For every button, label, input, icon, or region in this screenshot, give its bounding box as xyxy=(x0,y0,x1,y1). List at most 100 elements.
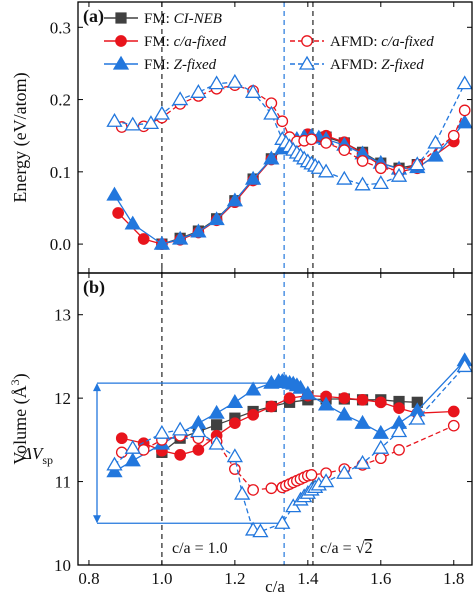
point-3-23 xyxy=(456,114,473,129)
point-4-22 xyxy=(458,104,471,117)
point-5-19 xyxy=(317,473,335,488)
y-tick-label: 0.0 xyxy=(50,235,71,254)
y-axis-label-text: Volume (Å xyxy=(10,385,31,464)
point-4-22 xyxy=(374,452,387,465)
point-2-1 xyxy=(115,432,128,445)
series-line-4 xyxy=(121,84,466,172)
point-2-2 xyxy=(137,233,150,245)
point-3-6 xyxy=(208,211,225,226)
point-2-9 xyxy=(265,400,278,413)
point-5-20 xyxy=(336,464,353,479)
point-5-28 xyxy=(427,134,444,149)
dv-label: ΔVsp xyxy=(21,444,53,467)
y-axis-label: Energy (eV/atom) xyxy=(10,72,31,202)
panel-label: (a) xyxy=(83,6,104,27)
point-4-23 xyxy=(393,444,405,456)
x-tick-label: 1.2 xyxy=(224,569,245,588)
point-5-25 xyxy=(372,175,389,190)
y-tick-label: 12 xyxy=(54,389,71,408)
legend-label-2: FM: c/a-fixed xyxy=(144,34,227,50)
point-5-25 xyxy=(456,358,473,373)
point-5-2 xyxy=(124,439,141,454)
legend-label-name: Z-fixed xyxy=(174,57,217,73)
y-tick-label: 0.2 xyxy=(50,91,71,110)
point-3-1 xyxy=(106,186,123,201)
point-3-9 xyxy=(263,150,280,165)
point-3-7 xyxy=(226,192,244,207)
legend-label-4: AFMD: c/a-fixed xyxy=(330,34,434,50)
annotation-ca1: c/a = 1.0 xyxy=(172,540,228,557)
series-layer xyxy=(106,73,473,538)
point-5-10 xyxy=(263,105,280,120)
point-5-12 xyxy=(285,498,302,513)
dv-arrow-head-down xyxy=(93,515,101,524)
point-2-14 xyxy=(356,393,369,406)
point-4-14 xyxy=(305,133,318,146)
point-3-7 xyxy=(226,394,244,408)
point-2-8 xyxy=(247,408,259,421)
point-2-16 xyxy=(393,402,405,415)
point-5-8 xyxy=(226,73,244,88)
x-tick-label: 1.8 xyxy=(443,569,464,588)
y-axis-label: Volume (Å3) xyxy=(8,373,31,464)
point-5-26 xyxy=(390,167,408,182)
y-tick-label: 13 xyxy=(54,306,71,325)
point-4-10 xyxy=(276,115,289,128)
point-5-3 xyxy=(153,424,171,439)
point-2-10 xyxy=(283,392,296,404)
point-5-7 xyxy=(226,448,244,463)
x-tick-label: 1.4 xyxy=(297,569,319,588)
legend-label-prefix: AFMD: xyxy=(330,34,381,50)
legend-label-prefix: FM: xyxy=(144,11,174,27)
point-5-6 xyxy=(190,84,207,98)
legend-label-prefix: FM: xyxy=(144,57,174,73)
point-3-21 xyxy=(372,424,389,439)
point-3-5 xyxy=(190,223,207,238)
point-5-1 xyxy=(106,112,123,127)
point-5-22 xyxy=(372,439,389,454)
legend-marker-2 xyxy=(115,35,127,47)
point-3-19 xyxy=(336,406,353,421)
point-4-18 xyxy=(305,469,318,481)
legend-label-name: c/a-fixed xyxy=(381,34,434,50)
point-4-8 xyxy=(247,484,259,496)
point-2-5 xyxy=(192,444,205,456)
point-2-7 xyxy=(229,417,241,430)
point-3-17 xyxy=(299,385,316,400)
panel-label: (b) xyxy=(83,277,105,298)
point-5-4 xyxy=(153,105,171,120)
point-3-6 xyxy=(208,404,225,419)
point-4-18 xyxy=(374,162,387,175)
x-tick-label: 1.6 xyxy=(370,569,391,588)
point-5-11 xyxy=(274,514,291,529)
dv-label-symbol: ΔV xyxy=(21,444,45,463)
point-5-5 xyxy=(172,91,189,106)
legend-marker-5 xyxy=(298,55,316,70)
dv-arrow-head-up xyxy=(93,383,101,392)
legend-label-name: Z-fixed xyxy=(381,57,424,73)
point-4-16 xyxy=(338,144,351,156)
legend-label-1: FM: CI-NEB xyxy=(144,11,222,27)
point-5-10 xyxy=(252,523,269,538)
point-4-24 xyxy=(447,419,460,432)
point-3-4 xyxy=(172,230,189,245)
point-4-15 xyxy=(320,137,332,149)
legend-label-name: CI-NEB xyxy=(174,11,222,27)
point-2-15 xyxy=(374,396,387,409)
point-4-9 xyxy=(265,482,278,495)
y-tick-label: 11 xyxy=(55,473,71,492)
legend-label-prefix: AFMD: xyxy=(330,57,381,73)
annotation-ca2-prefix: c/a = xyxy=(320,540,356,557)
point-4-17 xyxy=(356,155,369,167)
point-5-4 xyxy=(172,421,189,436)
legend-label-3: FM: Z-fixed xyxy=(144,57,217,73)
point-5-29 xyxy=(456,75,473,90)
point-3-20 xyxy=(354,414,371,429)
point-5-8 xyxy=(234,485,251,500)
legend-label-name: c/a-fixed xyxy=(174,34,227,50)
legend-marker-3 xyxy=(112,55,130,70)
y-axis-label-sup: 3 xyxy=(8,379,22,385)
reference-lines xyxy=(93,2,314,565)
legend-marker-4 xyxy=(301,35,313,47)
